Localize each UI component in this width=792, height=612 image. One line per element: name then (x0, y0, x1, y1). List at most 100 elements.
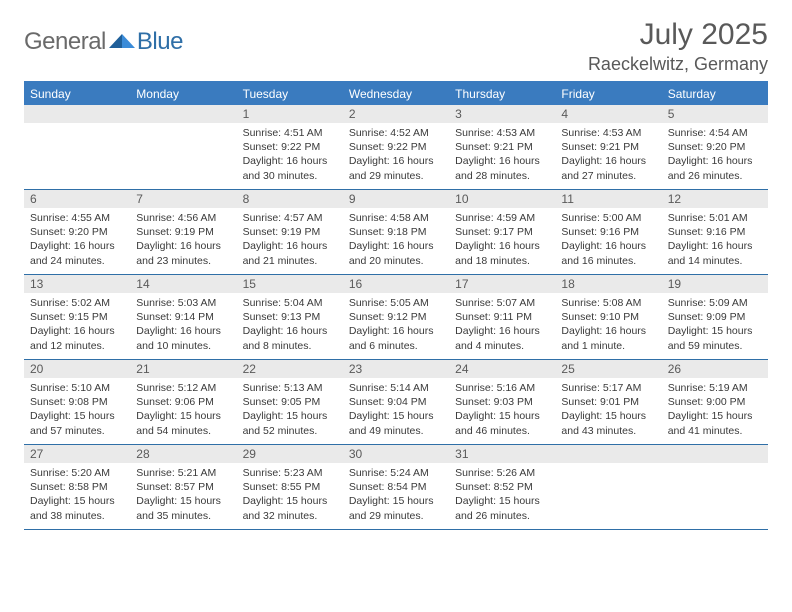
calendar-cell: 2Sunrise: 4:52 AMSunset: 9:22 PMDaylight… (343, 105, 449, 189)
sunset-line: Sunset: 9:14 PM (136, 310, 230, 324)
daylight-line: Daylight: 16 hours and 27 minutes. (561, 154, 655, 182)
sunset-line: Sunset: 9:11 PM (455, 310, 549, 324)
sunset-line: Sunset: 9:15 PM (30, 310, 124, 324)
calendar-cell: 3Sunrise: 4:53 AMSunset: 9:21 PMDaylight… (449, 105, 555, 189)
calendar-cell: 16Sunrise: 5:05 AMSunset: 9:12 PMDayligh… (343, 275, 449, 359)
day-number: 20 (24, 360, 130, 378)
sunrise-line: Sunrise: 5:26 AM (455, 466, 549, 480)
day-number: 8 (237, 190, 343, 208)
day-number: 14 (130, 275, 236, 293)
sunset-line: Sunset: 9:22 PM (243, 140, 337, 154)
calendar-body: 1Sunrise: 4:51 AMSunset: 9:22 PMDaylight… (24, 105, 768, 530)
sunrise-line: Sunrise: 4:57 AM (243, 211, 337, 225)
calendar-cell: 5Sunrise: 4:54 AMSunset: 9:20 PMDaylight… (662, 105, 768, 189)
sunset-line: Sunset: 9:06 PM (136, 395, 230, 409)
sunrise-line: Sunrise: 5:21 AM (136, 466, 230, 480)
sunset-line: Sunset: 9:01 PM (561, 395, 655, 409)
daylight-line: Daylight: 16 hours and 28 minutes. (455, 154, 549, 182)
daylight-line: Daylight: 16 hours and 14 minutes. (668, 239, 762, 267)
day-number: 7 (130, 190, 236, 208)
daylight-line: Daylight: 16 hours and 16 minutes. (561, 239, 655, 267)
daylight-line: Daylight: 15 hours and 35 minutes. (136, 494, 230, 522)
calendar-cell: 19Sunrise: 5:09 AMSunset: 9:09 PMDayligh… (662, 275, 768, 359)
sunrise-line: Sunrise: 5:10 AM (30, 381, 124, 395)
day-details: Sunrise: 4:52 AMSunset: 9:22 PMDaylight:… (343, 123, 449, 187)
day-details: Sunrise: 5:19 AMSunset: 9:00 PMDaylight:… (662, 378, 768, 442)
day-number: 19 (662, 275, 768, 293)
day-details: Sunrise: 5:08 AMSunset: 9:10 PMDaylight:… (555, 293, 661, 357)
day-details: Sunrise: 4:58 AMSunset: 9:18 PMDaylight:… (343, 208, 449, 272)
sunset-line: Sunset: 9:08 PM (30, 395, 124, 409)
day-number: 10 (449, 190, 555, 208)
daylight-line: Daylight: 16 hours and 8 minutes. (243, 324, 337, 352)
calendar-cell: 4Sunrise: 4:53 AMSunset: 9:21 PMDaylight… (555, 105, 661, 189)
day-number: 1 (237, 105, 343, 123)
calendar-cell: 26Sunrise: 5:19 AMSunset: 9:00 PMDayligh… (662, 360, 768, 444)
day-details: Sunrise: 5:07 AMSunset: 9:11 PMDaylight:… (449, 293, 555, 357)
logo: General Blue (24, 18, 183, 56)
daylight-line: Daylight: 16 hours and 30 minutes. (243, 154, 337, 182)
logo-text-a: General (24, 28, 106, 56)
calendar-cell: 20Sunrise: 5:10 AMSunset: 9:08 PMDayligh… (24, 360, 130, 444)
calendar-week: 6Sunrise: 4:55 AMSunset: 9:20 PMDaylight… (24, 190, 768, 275)
day-number: 9 (343, 190, 449, 208)
sunset-line: Sunset: 9:04 PM (349, 395, 443, 409)
calendar-cell: 8Sunrise: 4:57 AMSunset: 9:19 PMDaylight… (237, 190, 343, 274)
day-number: 2 (343, 105, 449, 123)
weekday-wednesday: Wednesday (343, 83, 449, 105)
sunrise-line: Sunrise: 4:51 AM (243, 126, 337, 140)
sunrise-line: Sunrise: 5:24 AM (349, 466, 443, 480)
calendar-cell: 23Sunrise: 5:14 AMSunset: 9:04 PMDayligh… (343, 360, 449, 444)
day-number: 17 (449, 275, 555, 293)
weekday-monday: Monday (130, 83, 236, 105)
weekday-saturday: Saturday (662, 83, 768, 105)
sunset-line: Sunset: 9:21 PM (561, 140, 655, 154)
sunrise-line: Sunrise: 4:53 AM (455, 126, 549, 140)
sunset-line: Sunset: 8:57 PM (136, 480, 230, 494)
calendar-cell: 15Sunrise: 5:04 AMSunset: 9:13 PMDayligh… (237, 275, 343, 359)
sunrise-line: Sunrise: 5:02 AM (30, 296, 124, 310)
calendar-cell: 6Sunrise: 4:55 AMSunset: 9:20 PMDaylight… (24, 190, 130, 274)
calendar-cell-empty (555, 445, 661, 529)
day-number: 13 (24, 275, 130, 293)
day-details: Sunrise: 5:13 AMSunset: 9:05 PMDaylight:… (237, 378, 343, 442)
calendar-cell: 22Sunrise: 5:13 AMSunset: 9:05 PMDayligh… (237, 360, 343, 444)
calendar-week: 1Sunrise: 4:51 AMSunset: 9:22 PMDaylight… (24, 105, 768, 190)
sunrise-line: Sunrise: 4:58 AM (349, 211, 443, 225)
daylight-line: Daylight: 16 hours and 4 minutes. (455, 324, 549, 352)
calendar-cell: 24Sunrise: 5:16 AMSunset: 9:03 PMDayligh… (449, 360, 555, 444)
calendar-cell: 12Sunrise: 5:01 AMSunset: 9:16 PMDayligh… (662, 190, 768, 274)
sunset-line: Sunset: 9:03 PM (455, 395, 549, 409)
sunset-line: Sunset: 9:20 PM (30, 225, 124, 239)
sunset-line: Sunset: 9:05 PM (243, 395, 337, 409)
daylight-line: Daylight: 16 hours and 24 minutes. (30, 239, 124, 267)
sunrise-line: Sunrise: 5:00 AM (561, 211, 655, 225)
day-number: 3 (449, 105, 555, 123)
day-details: Sunrise: 5:17 AMSunset: 9:01 PMDaylight:… (555, 378, 661, 442)
daylight-line: Daylight: 15 hours and 52 minutes. (243, 409, 337, 437)
sunset-line: Sunset: 8:52 PM (455, 480, 549, 494)
calendar: SundayMondayTuesdayWednesdayThursdayFrid… (24, 81, 768, 530)
weekday-friday: Friday (555, 83, 661, 105)
sunset-line: Sunset: 8:58 PM (30, 480, 124, 494)
day-details: Sunrise: 5:09 AMSunset: 9:09 PMDaylight:… (662, 293, 768, 357)
calendar-cell: 28Sunrise: 5:21 AMSunset: 8:57 PMDayligh… (130, 445, 236, 529)
daylight-line: Daylight: 15 hours and 43 minutes. (561, 409, 655, 437)
sunrise-line: Sunrise: 4:59 AM (455, 211, 549, 225)
sunrise-line: Sunrise: 5:09 AM (668, 296, 762, 310)
daylight-line: Daylight: 16 hours and 18 minutes. (455, 239, 549, 267)
sunrise-line: Sunrise: 5:08 AM (561, 296, 655, 310)
day-details: Sunrise: 5:12 AMSunset: 9:06 PMDaylight:… (130, 378, 236, 442)
sunset-line: Sunset: 9:22 PM (349, 140, 443, 154)
header: General Blue July 2025 Raeckelwitz, Germ… (24, 18, 768, 75)
sunrise-line: Sunrise: 4:54 AM (668, 126, 762, 140)
daylight-line: Daylight: 15 hours and 41 minutes. (668, 409, 762, 437)
weekday-thursday: Thursday (449, 83, 555, 105)
sunrise-line: Sunrise: 5:07 AM (455, 296, 549, 310)
daylight-line: Daylight: 15 hours and 38 minutes. (30, 494, 124, 522)
calendar-cell: 29Sunrise: 5:23 AMSunset: 8:55 PMDayligh… (237, 445, 343, 529)
day-details: Sunrise: 5:14 AMSunset: 9:04 PMDaylight:… (343, 378, 449, 442)
day-number: 25 (555, 360, 661, 378)
sunset-line: Sunset: 9:17 PM (455, 225, 549, 239)
day-number: 22 (237, 360, 343, 378)
